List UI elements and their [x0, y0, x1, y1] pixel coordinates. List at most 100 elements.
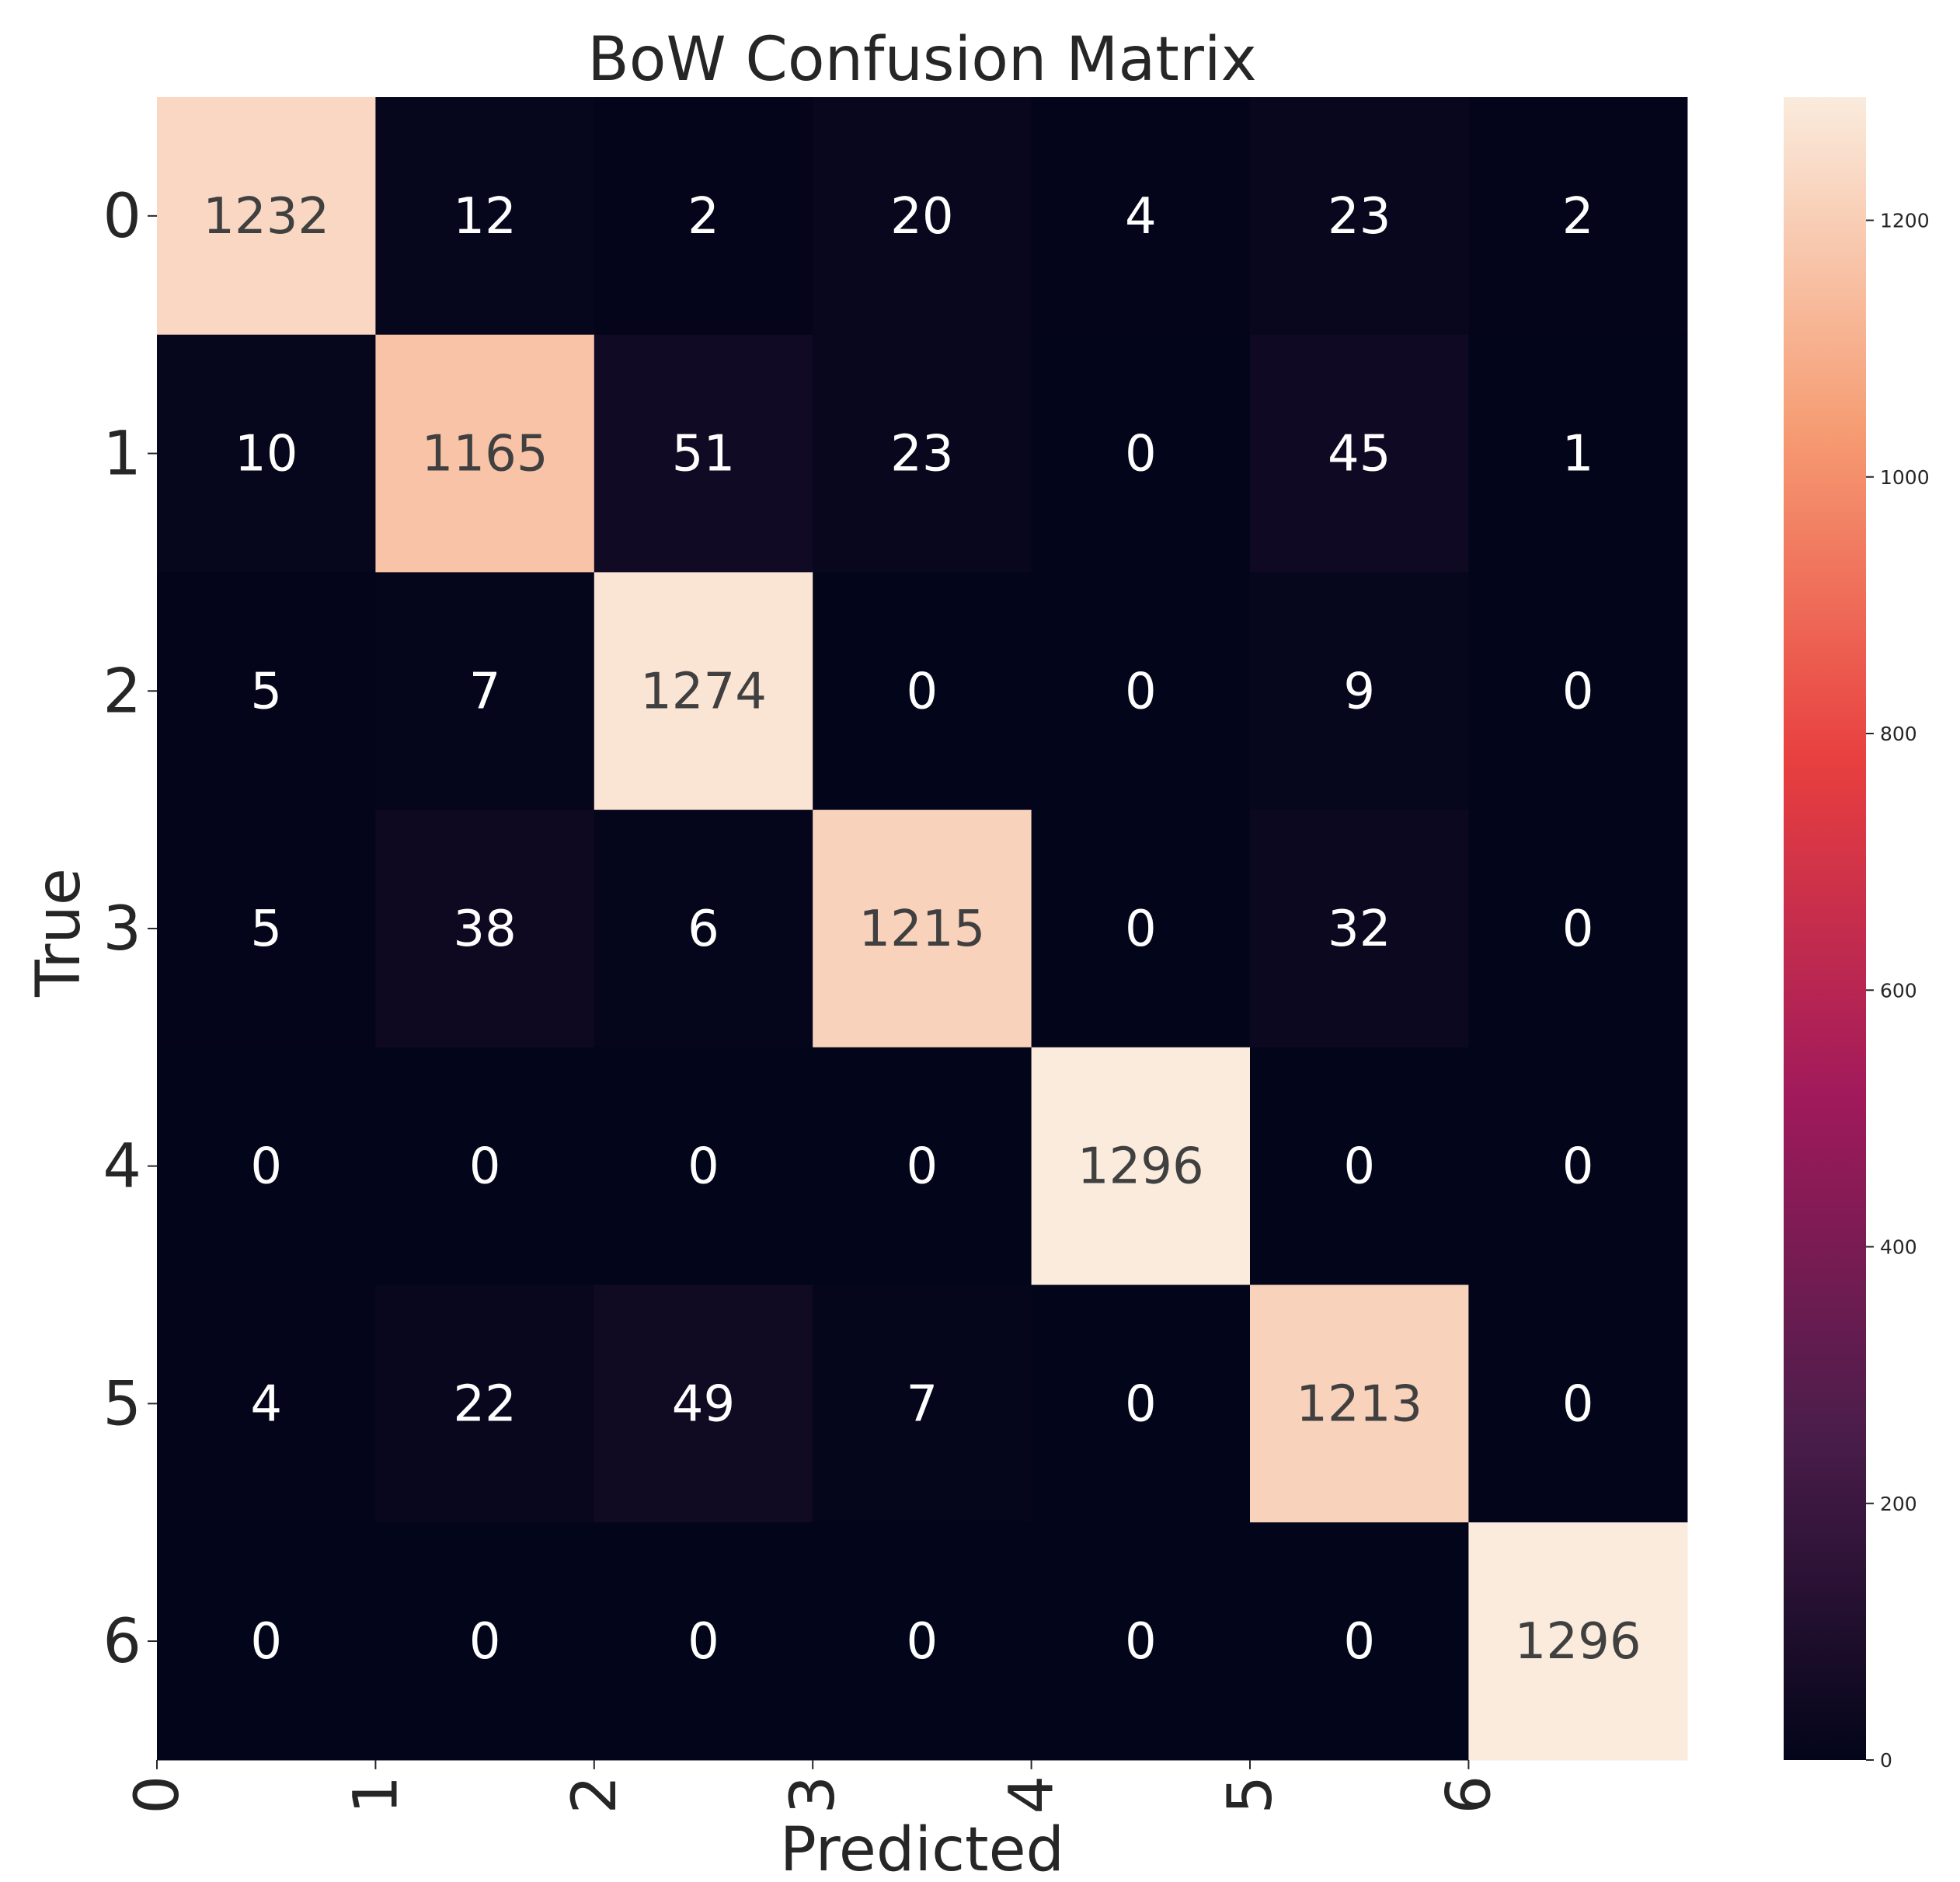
heatmap-cell — [157, 334, 376, 573]
cell-value-label: 45 — [1328, 426, 1391, 483]
cell-value-label: 20 — [890, 188, 953, 246]
cell-value-label: 7 — [907, 1375, 938, 1433]
x-tick-label: 2 — [560, 1776, 630, 1814]
cell-value-label: 10 — [235, 426, 298, 483]
cell-value-label: 51 — [672, 426, 735, 483]
cell-value-label: 1274 — [640, 663, 767, 720]
cell-value-label: 1296 — [1077, 1138, 1204, 1196]
heatmap-cell — [375, 334, 595, 573]
colorbar-tick-label: 800 — [1880, 723, 1917, 745]
heatmap-cell — [594, 334, 813, 573]
cell-value-label: 0 — [688, 1138, 719, 1196]
heatmap-cell — [1468, 810, 1688, 1048]
cell-value-label: 0 — [1125, 663, 1157, 720]
heatmap-cell — [1031, 572, 1251, 810]
cell-value-label: 23 — [890, 426, 953, 483]
cell-value-label: 0 — [1343, 1613, 1375, 1671]
cell-value-label: 12 — [453, 188, 516, 246]
cell-value-label: 5 — [250, 901, 282, 958]
heatmap-cell — [157, 97, 376, 336]
colorbar-tick-label: 600 — [1880, 979, 1917, 1002]
heatmap-cell — [1031, 1047, 1251, 1286]
heatmap-cell — [1250, 572, 1469, 810]
cell-value-label: 6 — [688, 901, 719, 958]
heatmap-cell — [375, 1284, 595, 1523]
cell-value-label: 4 — [1125, 188, 1157, 246]
cell-value-label: 0 — [1562, 901, 1594, 958]
x-tick-label: 3 — [778, 1776, 848, 1814]
cell-value-label: 0 — [907, 1613, 938, 1671]
cell-value-label: 5 — [250, 663, 282, 720]
heatmap-cell — [1468, 334, 1688, 573]
cell-value-label: 0 — [1125, 1375, 1157, 1433]
x-axis-label: Predicted — [780, 1815, 1064, 1882]
heatmap-cell — [157, 810, 376, 1048]
cell-value-label: 0 — [469, 1138, 501, 1196]
cell-value-label: 32 — [1328, 901, 1391, 958]
colorbar-tick-label: 1200 — [1880, 210, 1930, 232]
cell-value-label: 7 — [469, 663, 501, 720]
x-axis-ticks: 0 1 2 3 4 5 6 — [123, 1759, 1504, 1814]
chart-title: BoW Confusion Matrix — [587, 25, 1257, 95]
heatmap-cell — [375, 1522, 595, 1761]
cell-value-label: 0 — [469, 1613, 501, 1671]
heatmap-cell — [1031, 810, 1251, 1048]
cell-value-label: 2 — [1562, 188, 1594, 246]
heatmap-cell — [1250, 1047, 1469, 1286]
cell-value-label: 0 — [1343, 1138, 1375, 1196]
cell-value-label: 38 — [453, 901, 516, 958]
cell-value-label: 1232 — [203, 188, 329, 246]
cell-value-label: 0 — [1562, 1375, 1594, 1433]
heatmap-cell — [157, 1284, 376, 1523]
cell-value-label: 23 — [1328, 188, 1391, 246]
cell-value-label: 0 — [1125, 1613, 1157, 1671]
colorbar-ticks: 0 200 400 600 800 1000 1200 — [1866, 210, 1930, 1772]
cell-value-label: 0 — [1562, 1138, 1594, 1196]
x-tick-label: 1 — [341, 1776, 411, 1814]
heatmap-cell — [594, 97, 813, 336]
y-axis-ticks: 0 1 2 3 4 5 6 — [103, 182, 157, 1677]
heatmap-cell — [1250, 334, 1469, 573]
heatmap-cell — [1031, 1284, 1251, 1523]
heatmap-cell — [1468, 572, 1688, 810]
cell-value-label: 9 — [1343, 663, 1375, 720]
heatmap-cell — [1468, 1284, 1688, 1523]
heatmap-cell — [594, 1522, 813, 1761]
colorbar-tick-label: 400 — [1880, 1236, 1917, 1259]
cell-value-label: 1213 — [1296, 1375, 1422, 1433]
heatmap-cell — [813, 1284, 1032, 1523]
heatmap-cell — [157, 1522, 376, 1761]
y-tick-label: 6 — [103, 1607, 141, 1677]
colorbar-tick-label: 1000 — [1880, 466, 1930, 489]
heatmap-grid: 1232 12 2 20 4 23 210 1165 51 23 0 45 15 7 1274 0 0 9 05 38… — [157, 97, 1688, 1761]
cell-value-label: 0 — [1562, 663, 1594, 720]
cell-value-label: 22 — [453, 1375, 516, 1433]
heatmap-cell — [813, 97, 1032, 336]
heatmap-cell — [813, 572, 1032, 810]
heatmap-cell — [1031, 334, 1251, 573]
cell-value-label: 0 — [907, 1138, 938, 1196]
x-tick-label: 5 — [1216, 1776, 1286, 1814]
cell-value-label: 1296 — [1515, 1613, 1641, 1671]
x-tick-label: 4 — [997, 1776, 1067, 1814]
heatmap-cell — [375, 97, 595, 336]
y-tick-label: 2 — [103, 657, 141, 727]
heatmap-cell — [375, 810, 595, 1048]
cell-value-label: 1165 — [422, 426, 548, 483]
cell-value-label: 2 — [688, 188, 719, 246]
heatmap-cell — [1250, 97, 1469, 336]
cell-value-label: 4 — [250, 1375, 282, 1433]
heatmap-cell — [594, 1284, 813, 1523]
x-tick-label: 6 — [1434, 1776, 1504, 1814]
colorbar — [1784, 97, 1866, 1760]
cell-value-label: 1215 — [858, 901, 985, 958]
heatmap-cell — [157, 572, 376, 810]
y-tick-label: 4 — [103, 1132, 141, 1202]
heatmap-cell — [1031, 1522, 1251, 1761]
cell-value-label: 0 — [1125, 901, 1157, 958]
heatmap-cell — [594, 1047, 813, 1286]
cell-value-label: 0 — [688, 1613, 719, 1671]
cell-value-label: 0 — [250, 1613, 282, 1671]
heatmap-cell — [375, 572, 595, 810]
